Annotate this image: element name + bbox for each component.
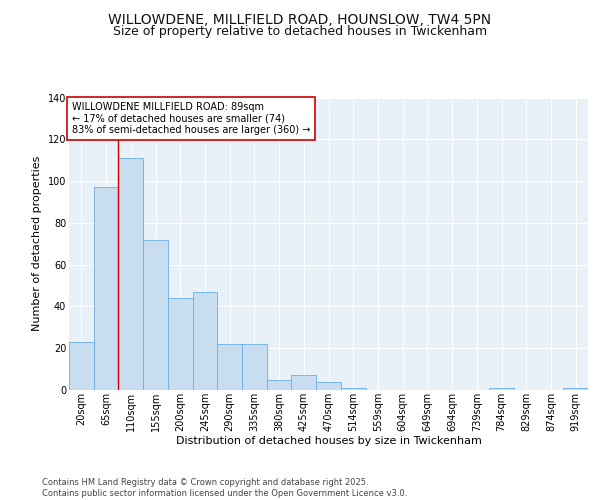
Y-axis label: Number of detached properties: Number of detached properties [32,156,42,332]
Bar [242,344,267,390]
Text: Contains HM Land Registry data © Crown copyright and database right 2025.
Contai: Contains HM Land Registry data © Crown c… [42,478,407,498]
Bar [489,388,514,390]
Text: WILLOWDENE, MILLFIELD ROAD, HOUNSLOW, TW4 5PN: WILLOWDENE, MILLFIELD ROAD, HOUNSLOW, TW… [109,12,491,26]
Bar [292,376,316,390]
Bar [563,388,588,390]
Bar [168,298,193,390]
Text: WILLOWDENE MILLFIELD ROAD: 89sqm
← 17% of detached houses are smaller (74)
83% o: WILLOWDENE MILLFIELD ROAD: 89sqm ← 17% o… [71,102,310,135]
Bar [316,382,341,390]
Bar [94,188,118,390]
Bar [143,240,168,390]
Text: Size of property relative to detached houses in Twickenham: Size of property relative to detached ho… [113,25,487,38]
Bar [193,292,217,390]
Bar [118,158,143,390]
Bar [341,388,365,390]
Bar [217,344,242,390]
X-axis label: Distribution of detached houses by size in Twickenham: Distribution of detached houses by size … [176,436,481,446]
Bar [267,380,292,390]
Bar [69,342,94,390]
